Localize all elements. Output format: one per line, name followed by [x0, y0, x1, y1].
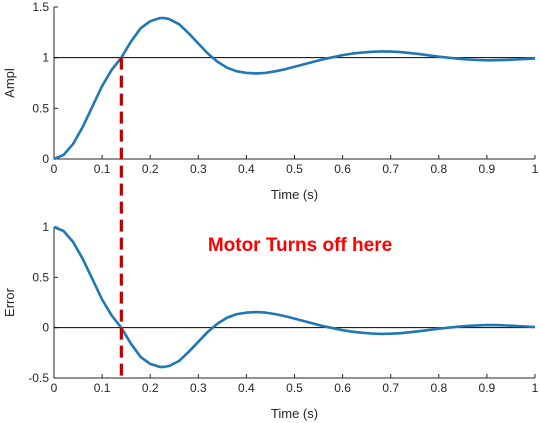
x-tick-label: 0.1 [94, 162, 111, 176]
x-tick-label: 0.4 [238, 381, 255, 395]
y-tick-label: -0.5 [28, 371, 49, 385]
x-tick-label: 0.8 [430, 162, 447, 176]
x-tick-label: 0.6 [334, 381, 351, 395]
y-axis-label: Ampl [2, 68, 17, 98]
annotation-text: Motor Turns off here [208, 235, 392, 256]
y-tick-label: 0.5 [32, 270, 49, 284]
x-tick-label: 0.1 [94, 381, 111, 395]
x-tick-label: 0 [51, 162, 58, 176]
chart-panel-1: 0 0.1 0.2 0.3 0.4 0.5 0.6 0.7 0.8 0.9 1 0 0.5 1 1.5 Tim… [2, 0, 539, 202]
x-tick-label: 1 [532, 381, 539, 395]
x-axis-label: Time (s) [271, 406, 318, 421]
x-tick-label: 0.7 [382, 162, 399, 176]
x-tick-label: 0.3 [190, 381, 207, 395]
x-tick-label: 0.5 [286, 381, 303, 395]
x-tick-label: 0.4 [238, 162, 255, 176]
x-tick-label: 1 [532, 162, 539, 176]
x-tick-label: 0.5 [286, 162, 303, 176]
y-axis-label: Error [2, 287, 17, 317]
x-tick-label: 0.9 [479, 162, 496, 176]
x-tick-label: 0.6 [334, 162, 351, 176]
chart-panel-2: 0 0.1 0.2 0.3 0.4 0.5 0.6 0.7 0.8 0.9 1-0.500.51Ti… [2, 220, 539, 421]
x-tick-label: 0.2 [142, 162, 159, 176]
y-tick-label: 1.5 [32, 0, 49, 14]
x-tick-label: 0 [51, 381, 58, 395]
y-tick-label: 1 [42, 220, 49, 234]
y-tick-label: 1 [42, 51, 49, 65]
x-tick-label: 0.8 [430, 381, 447, 395]
series-line [53, 225, 536, 369]
x-tick-label: 0.3 [190, 162, 207, 176]
axes-frame [53, 7, 535, 160]
y-tick-label: 0.5 [32, 101, 49, 115]
x-tick-label: 0.7 [382, 381, 399, 395]
x-tick-label: 0.9 [479, 381, 496, 395]
y-tick-label: 0 [42, 321, 49, 335]
series-line [53, 16, 536, 161]
y-tick-label: 0 [42, 152, 49, 166]
x-tick-label: 0.2 [142, 381, 159, 395]
x-axis-label: Time (s) [271, 187, 318, 202]
